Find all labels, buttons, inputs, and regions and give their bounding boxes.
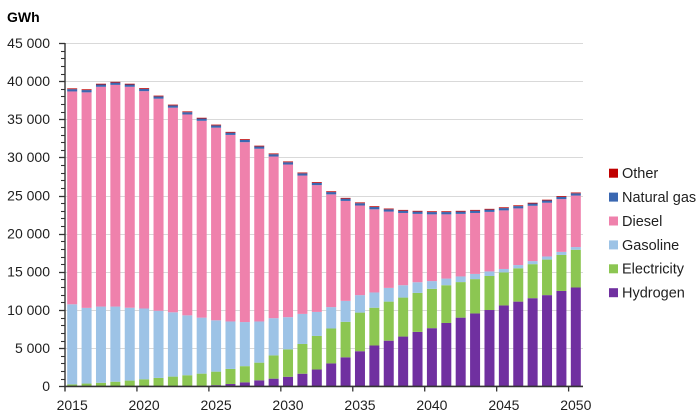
svg-text:2025: 2025 xyxy=(201,397,232,413)
svg-text:40 000: 40 000 xyxy=(7,73,50,89)
svg-text:25 000: 25 000 xyxy=(7,187,50,203)
svg-text:GWh: GWh xyxy=(7,9,40,25)
svg-text:10 000: 10 000 xyxy=(7,302,50,318)
svg-text:15 000: 15 000 xyxy=(7,264,50,280)
svg-text:0: 0 xyxy=(42,378,50,394)
svg-text:2050: 2050 xyxy=(560,397,591,413)
svg-text:2020: 2020 xyxy=(129,397,160,413)
svg-text:Hydrogen: Hydrogen xyxy=(622,286,685,302)
svg-text:2040: 2040 xyxy=(416,397,447,413)
svg-text:2015: 2015 xyxy=(57,397,88,413)
svg-text:Electricity: Electricity xyxy=(622,262,685,278)
svg-text:2030: 2030 xyxy=(272,397,303,413)
svg-text:30 000: 30 000 xyxy=(7,149,50,165)
svg-text:35 000: 35 000 xyxy=(7,111,50,127)
svg-text:Diesel: Diesel xyxy=(622,214,662,230)
svg-text:Other: Other xyxy=(622,166,658,182)
svg-text:2045: 2045 xyxy=(488,397,519,413)
svg-text:45 000: 45 000 xyxy=(7,35,50,51)
svg-text:2035: 2035 xyxy=(344,397,375,413)
svg-text:Natural gas: Natural gas xyxy=(622,190,696,206)
svg-text:5 000: 5 000 xyxy=(15,340,50,356)
svg-text:Gasoline: Gasoline xyxy=(622,238,679,254)
svg-text:20 000: 20 000 xyxy=(7,226,50,242)
